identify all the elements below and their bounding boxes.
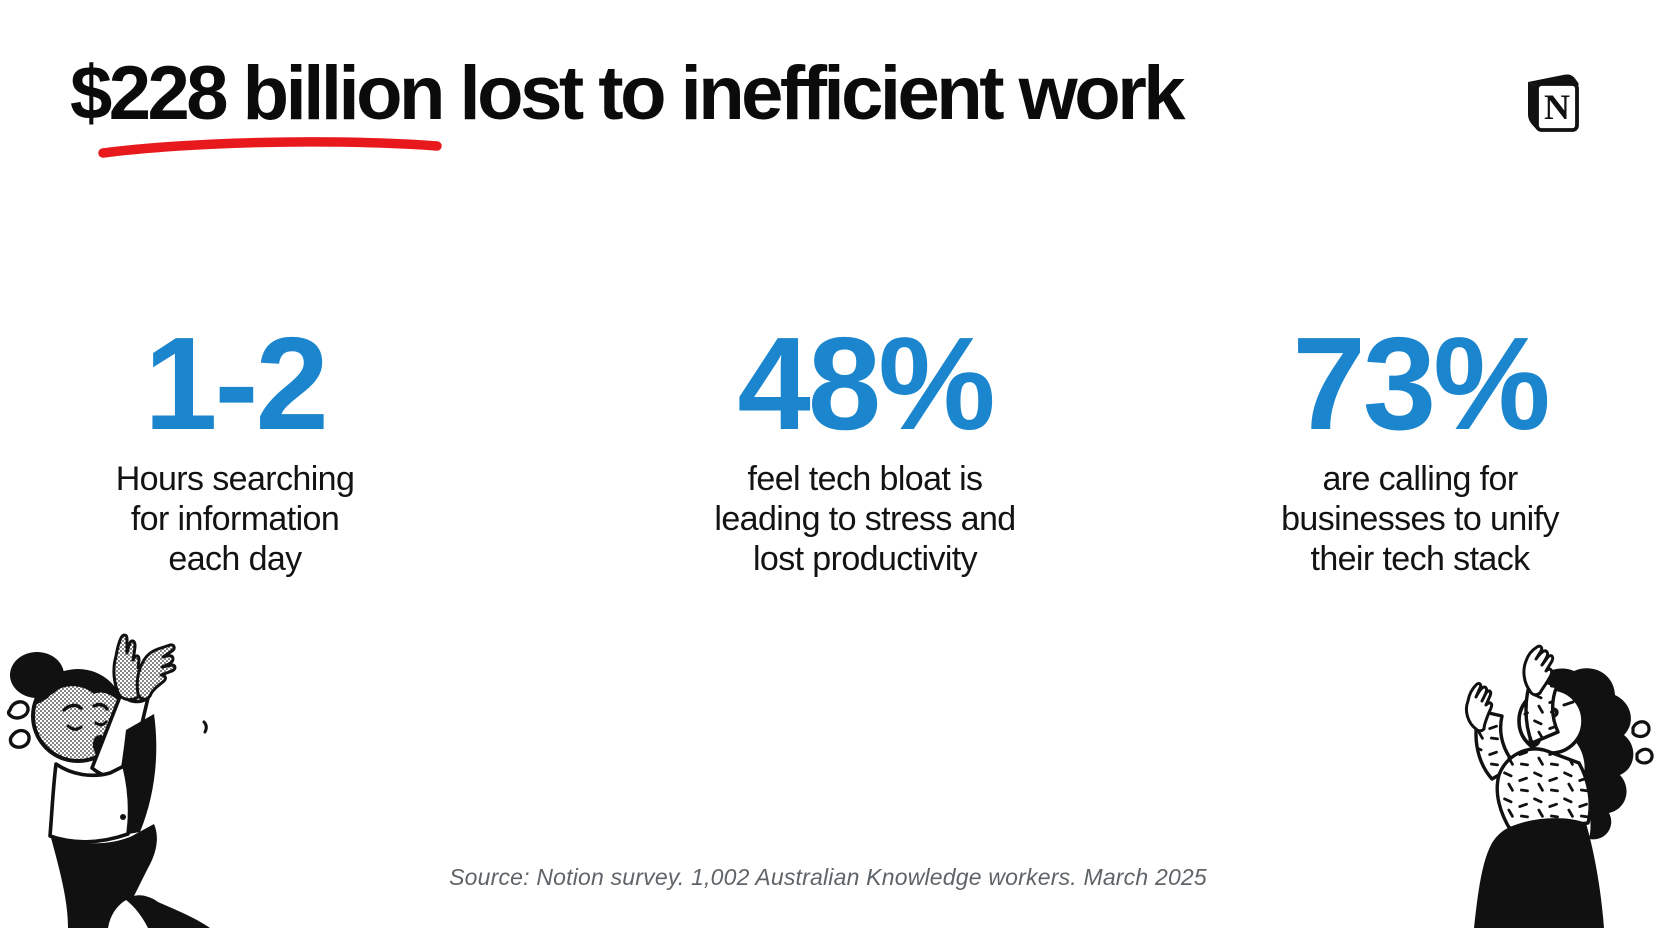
- notion-logo-icon: N: [1528, 74, 1579, 132]
- sweat-drops-icon: [1631, 720, 1654, 765]
- stat-label-line: their tech stack: [1310, 540, 1530, 578]
- stat-value: 73%: [1292, 310, 1550, 457]
- stat-label-line: leading to stress and: [714, 500, 1016, 538]
- stat-label-line: Hours searching: [115, 460, 355, 498]
- stat-label-line: are calling for: [1322, 460, 1518, 498]
- motion-tick: [202, 720, 208, 734]
- stat-label: feel tech bloat is leading to stress and…: [645, 459, 1085, 579]
- raised-hands: [112, 633, 177, 702]
- shirt: [48, 762, 132, 844]
- stat-label-line: lost productivity: [752, 540, 978, 578]
- hair: [1530, 668, 1634, 840]
- stat-label: Hours searching for information each day: [40, 459, 430, 579]
- logo-letter: N: [1544, 87, 1570, 127]
- logo-left-face: [1528, 82, 1537, 130]
- source-note: Source: Notion survey. 1,002 Australian …: [449, 864, 1207, 890]
- stat-label-line: for information: [130, 500, 340, 538]
- stat-hours-searching: 1-2 Hours searching for information each…: [40, 318, 430, 579]
- sweat-drops-icon: [6, 700, 31, 749]
- logo-front-face: [1535, 82, 1579, 132]
- stat-value: 1-2: [144, 310, 329, 457]
- stat-value: 48%: [737, 310, 995, 457]
- stat-label-line: each day: [168, 540, 302, 578]
- title-underline: [98, 137, 442, 158]
- stat-label-line: businesses to unify: [1281, 500, 1559, 538]
- torso: [1495, 747, 1592, 833]
- skirt: [1474, 818, 1604, 928]
- stat-label: are calling for businesses to unify thei…: [1200, 459, 1640, 579]
- panicked-person-illustration: ?: [1464, 644, 1654, 928]
- stressed-person-illustration: [6, 633, 210, 928]
- stat-tech-bloat: 48% feel tech bloat is leading to stress…: [645, 318, 1085, 579]
- stat-unify-tech-stack: 73% are calling for businesses to unify …: [1200, 318, 1640, 579]
- pants: [50, 824, 210, 928]
- page-title: $228 billion lost to inefficient work: [70, 51, 1186, 136]
- raised-hands: [1464, 644, 1555, 733]
- stat-label-line: feel tech bloat is: [747, 460, 984, 498]
